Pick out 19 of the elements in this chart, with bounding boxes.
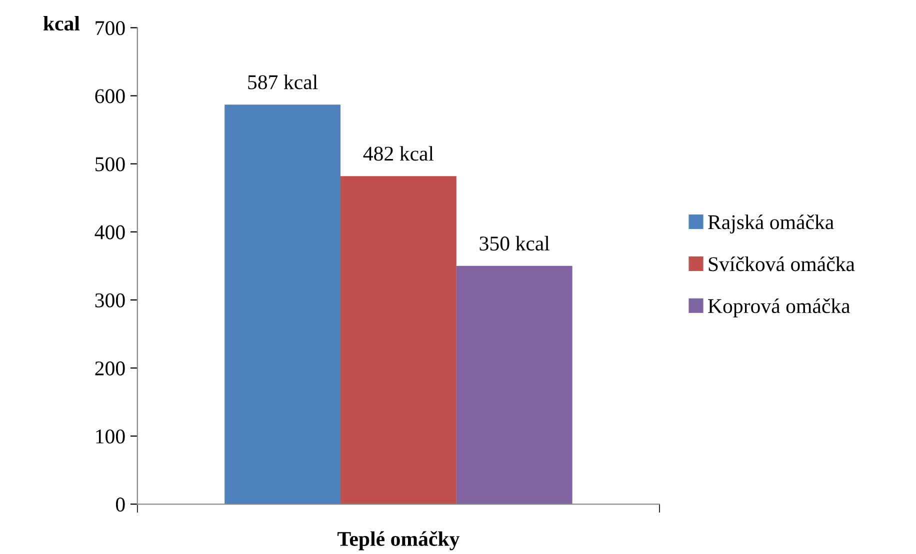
y-tick-label: 0 <box>116 498 125 512</box>
bar <box>224 104 341 504</box>
y-tick-label: 400 <box>94 225 125 240</box>
legend-label: Svíčková omáčka <box>708 256 855 272</box>
y-tick-label: 300 <box>95 293 125 308</box>
y-tick-label: 500 <box>96 157 125 172</box>
y-axis-title: kcal <box>43 16 80 31</box>
y-tick-label: 700 <box>96 21 125 36</box>
data-label: 482 kcal <box>363 146 434 161</box>
y-tick-label: 100 <box>96 429 125 444</box>
data-label: 587 kcal <box>248 74 318 90</box>
bar <box>456 266 572 504</box>
legend-label: Koprová omáčka <box>708 298 850 318</box>
y-tick-label: 200 <box>95 361 125 376</box>
x-axis-title: Teplé omáčky <box>338 531 460 550</box>
legend-label: Rajská omáčka <box>708 214 834 234</box>
y-tick-label: 600 <box>95 89 125 104</box>
data-label: 350 kcal <box>480 236 550 251</box>
bar <box>340 176 456 504</box>
